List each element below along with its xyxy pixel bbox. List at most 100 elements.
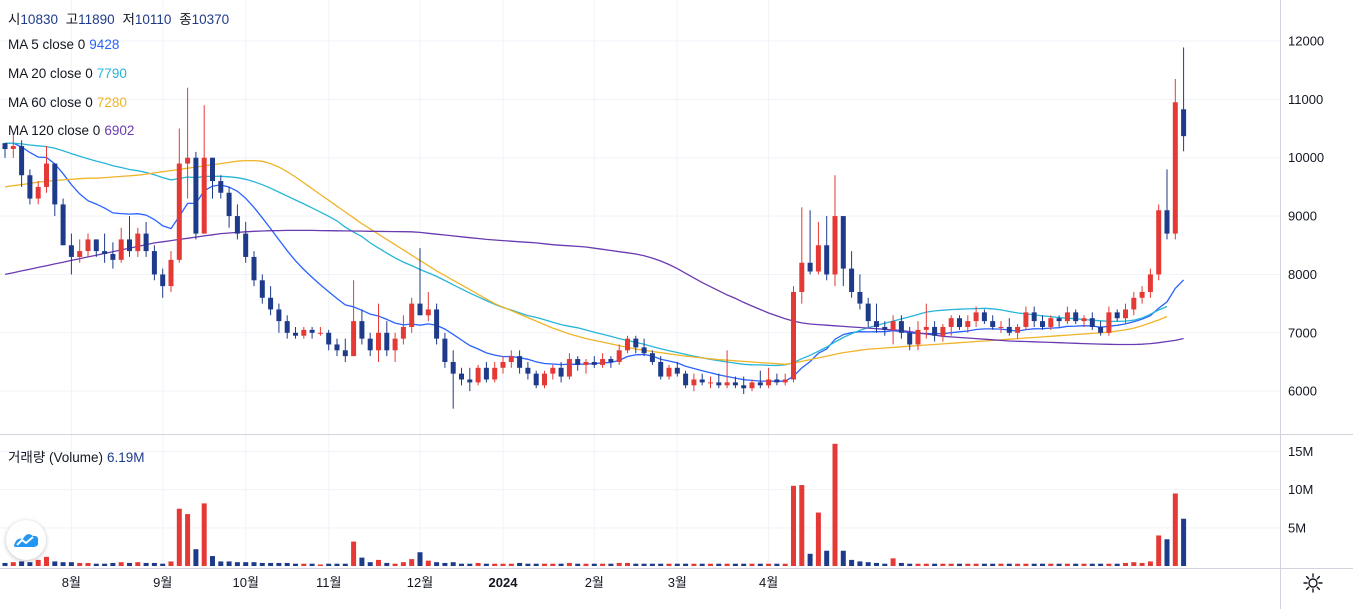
- candle[interactable]: [757, 370, 763, 389]
- tradingview-logo[interactable]: [6, 520, 46, 560]
- volume-bar[interactable]: [251, 562, 257, 566]
- candle[interactable]: [1172, 78, 1178, 240]
- volume-bar[interactable]: [791, 485, 796, 566]
- candle[interactable]: [533, 370, 539, 389]
- volume-bar[interactable]: [483, 563, 489, 566]
- volume-bar[interactable]: [932, 563, 938, 566]
- candle[interactable]: [60, 198, 66, 246]
- volume-bar[interactable]: [508, 563, 514, 566]
- candle[interactable]: [293, 326, 298, 339]
- volume-bar[interactable]: [450, 562, 456, 566]
- volume-bar[interactable]: [400, 562, 406, 566]
- candle[interactable]: [591, 356, 597, 368]
- volume-bar[interactable]: [948, 563, 954, 566]
- candle[interactable]: [782, 373, 788, 386]
- volume-bar[interactable]: [1164, 539, 1170, 566]
- candle[interactable]: [550, 364, 556, 380]
- candle[interactable]: [517, 350, 523, 374]
- volume-bar[interactable]: [774, 563, 780, 566]
- volume-bar[interactable]: [351, 541, 357, 566]
- volume-bar[interactable]: [185, 514, 191, 566]
- candle[interactable]: [1015, 324, 1021, 339]
- volume-bar[interactable]: [442, 562, 448, 566]
- volume-bar[interactable]: [276, 562, 282, 566]
- volume-bar[interactable]: [566, 562, 572, 566]
- volume-bar[interactable]: [517, 562, 523, 566]
- candle[interactable]: [815, 221, 821, 275]
- candle[interactable]: [658, 356, 664, 380]
- candle[interactable]: [824, 216, 830, 281]
- candle[interactable]: [1147, 268, 1153, 298]
- volume-bar[interactable]: [907, 563, 913, 566]
- candle[interactable]: [923, 303, 929, 339]
- candle[interactable]: [1031, 306, 1037, 327]
- candle[interactable]: [1089, 312, 1095, 330]
- candle[interactable]: [342, 338, 348, 362]
- volume-bar[interactable]: [558, 563, 564, 566]
- candle[interactable]: [425, 291, 431, 322]
- candle[interactable]: [110, 242, 116, 269]
- volume-bar[interactable]: [749, 563, 755, 566]
- volume-bar[interactable]: [857, 561, 863, 566]
- volume-bar[interactable]: [359, 557, 365, 566]
- candle[interactable]: [500, 356, 506, 374]
- volume-bar[interactable]: [1089, 563, 1095, 566]
- volume-bar[interactable]: [824, 550, 830, 566]
- candle[interactable]: [558, 361, 564, 383]
- candle[interactable]: [1006, 318, 1012, 336]
- candle[interactable]: [151, 245, 157, 281]
- volume-bar[interactable]: [1040, 563, 1045, 566]
- volume-bars[interactable]: [2, 443, 1187, 566]
- volume-bar[interactable]: [417, 552, 423, 566]
- volume-bar[interactable]: [649, 563, 655, 566]
- candle[interactable]: [259, 274, 265, 304]
- candle[interactable]: [85, 233, 91, 257]
- candle[interactable]: [1040, 315, 1045, 330]
- candle[interactable]: [674, 361, 680, 377]
- candle[interactable]: [857, 274, 863, 310]
- volume-bar[interactable]: [699, 563, 705, 566]
- candle[interactable]: [1064, 306, 1070, 325]
- volume-bar[interactable]: [741, 563, 747, 566]
- volume-bar[interactable]: [882, 563, 888, 566]
- candle[interactable]: [442, 332, 448, 368]
- volume-bar[interactable]: [500, 563, 506, 566]
- volume-bar[interactable]: [998, 563, 1004, 566]
- candle[interactable]: [27, 169, 33, 205]
- candle[interactable]: [749, 379, 755, 392]
- volume-bar[interactable]: [467, 563, 473, 566]
- volume-bar[interactable]: [135, 562, 141, 566]
- candle[interactable]: [118, 227, 124, 263]
- candle[interactable]: [1156, 204, 1162, 281]
- volume-bar[interactable]: [815, 512, 821, 566]
- candle[interactable]: [176, 128, 182, 263]
- candle[interactable]: [1139, 286, 1145, 304]
- ma120-legend[interactable]: MA 120 close 0 6902: [8, 123, 134, 138]
- candle[interactable]: [467, 367, 473, 392]
- volume-bar[interactable]: [376, 559, 381, 566]
- volume-bar[interactable]: [492, 563, 498, 566]
- candle[interactable]: [633, 335, 639, 354]
- volume-bar[interactable]: [226, 561, 232, 566]
- volume-bar[interactable]: [1114, 563, 1120, 566]
- candle[interactable]: [840, 216, 846, 287]
- candle[interactable]: [450, 350, 456, 409]
- volume-bar[interactable]: [293, 563, 298, 566]
- candle[interactable]: [1073, 309, 1079, 325]
- candle[interactable]: [143, 221, 149, 257]
- volume-bar[interactable]: [143, 562, 149, 566]
- candle[interactable]: [384, 321, 390, 357]
- volume-legend[interactable]: 거래량 (Volume) 6.19M: [8, 446, 145, 466]
- candle[interactable]: [525, 361, 531, 380]
- volume-bar[interactable]: [1131, 562, 1137, 566]
- volume-bar[interactable]: [434, 562, 440, 566]
- volume-bar[interactable]: [525, 563, 531, 566]
- volume-bar[interactable]: [973, 563, 979, 566]
- candle[interactable]: [766, 367, 772, 389]
- candle[interactable]: [625, 335, 630, 354]
- candle[interactable]: [1164, 169, 1170, 240]
- volume-bar[interactable]: [575, 563, 581, 566]
- volume-bar[interactable]: [68, 562, 74, 566]
- volume-bar[interactable]: [874, 562, 879, 566]
